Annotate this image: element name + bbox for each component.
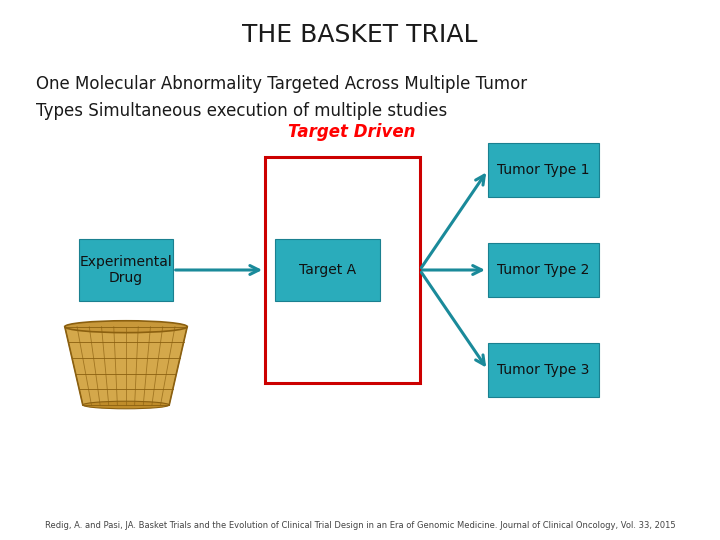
FancyBboxPatch shape bbox=[488, 243, 599, 297]
FancyBboxPatch shape bbox=[488, 343, 599, 397]
Text: Tumor Type 1: Tumor Type 1 bbox=[498, 163, 590, 177]
FancyBboxPatch shape bbox=[488, 143, 599, 197]
Text: Tumor Type 3: Tumor Type 3 bbox=[498, 363, 590, 377]
Bar bbox=[265, 157, 420, 383]
FancyBboxPatch shape bbox=[275, 239, 380, 301]
Text: Types Simultaneous execution of multiple studies: Types Simultaneous execution of multiple… bbox=[36, 102, 447, 120]
Text: THE BASKET TRIAL: THE BASKET TRIAL bbox=[242, 23, 478, 47]
Text: Experimental
Drug: Experimental Drug bbox=[80, 255, 172, 285]
PathPatch shape bbox=[65, 327, 187, 405]
Text: Redig, A. and Pasi, JA. Basket Trials and the Evolution of Clinical Trial Design: Redig, A. and Pasi, JA. Basket Trials an… bbox=[45, 521, 675, 530]
Text: Target A: Target A bbox=[299, 263, 356, 277]
FancyBboxPatch shape bbox=[79, 239, 173, 301]
Text: Target Driven: Target Driven bbox=[288, 123, 415, 141]
Ellipse shape bbox=[83, 401, 169, 409]
Text: Tumor Type 2: Tumor Type 2 bbox=[498, 263, 590, 277]
Ellipse shape bbox=[65, 321, 187, 333]
Text: One Molecular Abnormality Targeted Across Multiple Tumor: One Molecular Abnormality Targeted Acros… bbox=[36, 75, 527, 93]
